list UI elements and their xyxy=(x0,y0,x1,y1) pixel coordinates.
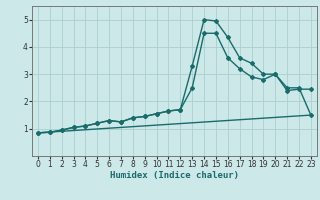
X-axis label: Humidex (Indice chaleur): Humidex (Indice chaleur) xyxy=(110,171,239,180)
